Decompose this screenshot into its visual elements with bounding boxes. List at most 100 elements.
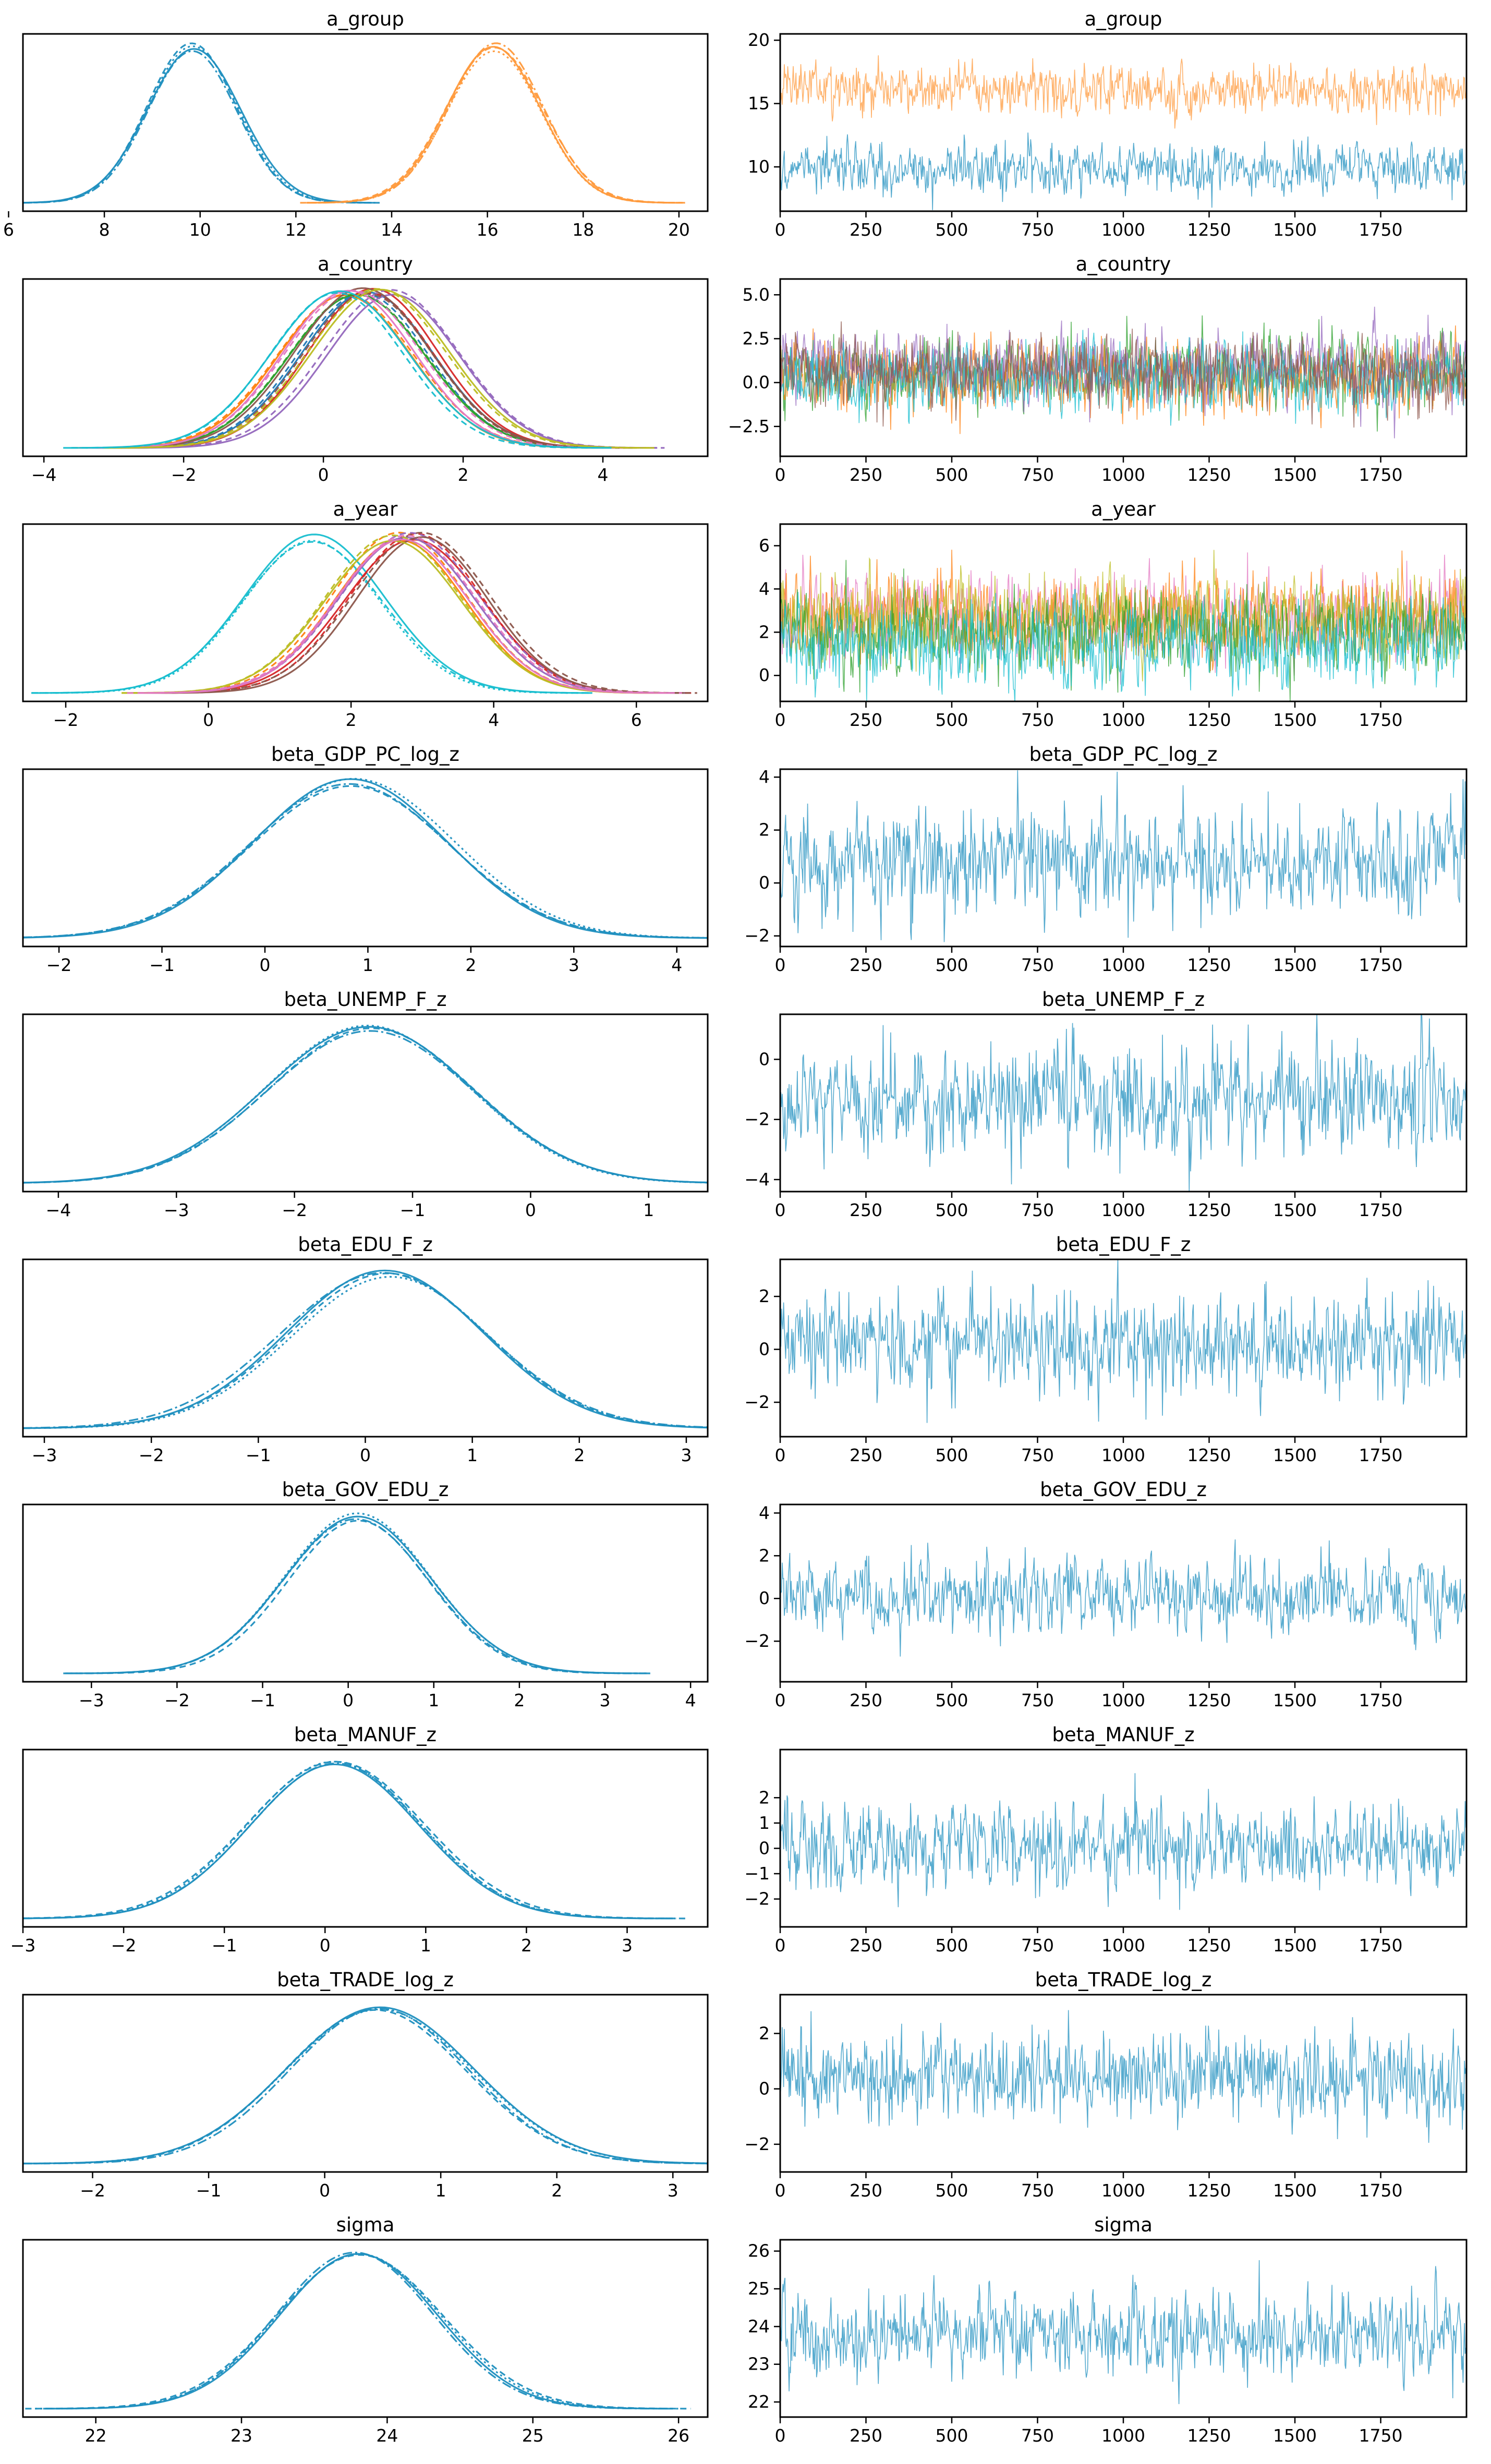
x-tick-label: 1000 xyxy=(1101,2425,1145,2446)
x-tick-label: 1250 xyxy=(1187,2180,1231,2201)
x-tick-label: −1 xyxy=(400,1200,426,1220)
y-tick-label: 10 xyxy=(748,156,770,177)
x-tick-label: 3 xyxy=(622,1935,633,1956)
x-tick-label: 1 xyxy=(467,1445,478,1465)
density-panel: −4 −3 −2 −1 0 1 xyxy=(22,1013,709,1220)
row-sigma: sigma sigma 22 23 24 25 26 0 250 500 750 1000 1250 15… xyxy=(22,2214,1468,2446)
x-tick-label: 1750 xyxy=(1359,1690,1403,1710)
density-frame xyxy=(22,1749,709,1928)
x-tick-label: −2 xyxy=(282,1200,307,1220)
x-tick-label: 1000 xyxy=(1101,1690,1145,1710)
y-tick-label: 24 xyxy=(748,2316,770,2336)
density-curve xyxy=(122,289,665,449)
density-panel: −3 −2 −1 0 1 2 3 xyxy=(22,1258,709,1465)
x-tick-label: 500 xyxy=(936,710,968,730)
density-title: a_year xyxy=(333,498,398,520)
x-tick-label: 1750 xyxy=(1359,2425,1403,2446)
y-tick-label: −2 xyxy=(744,1631,770,1651)
density-title: beta_GOV_EDU_z xyxy=(282,1478,449,1501)
y-tick-label: −2 xyxy=(744,926,770,946)
x-tick-label: 2 xyxy=(514,1690,525,1710)
x-tick-label: 24 xyxy=(376,2425,398,2446)
x-tick-label: 0 xyxy=(775,465,786,485)
x-tick-label: 0 xyxy=(775,2180,786,2201)
y-tick-label: 2 xyxy=(759,1787,770,1807)
trace-panel: 0 250 500 750 1000 1250 1500 1750 −2 0 2 xyxy=(744,1258,1468,1465)
trace-title: a_country xyxy=(1076,253,1171,275)
trace-panel: 0 250 500 750 1000 1250 1500 1750 −4 −2 0 xyxy=(744,1013,1468,1220)
x-tick-label: 10 xyxy=(189,220,211,240)
density-title: beta_UNEMP_F_z xyxy=(284,988,446,1011)
row-a_country: a_country a_country −4 −2 0 2 4 0 250 500 750 1000 1… xyxy=(22,253,1468,485)
x-tick-label: 1000 xyxy=(1101,465,1145,485)
y-tick-label: 6 xyxy=(759,535,770,555)
x-tick-label: 22 xyxy=(85,2425,107,2446)
density-panel: −3 −2 −1 0 1 2 3 xyxy=(10,1749,709,1956)
density-panel: −4 −2 0 2 4 xyxy=(22,278,709,485)
x-tick-label: 1000 xyxy=(1101,220,1145,240)
trace-series xyxy=(780,1259,1466,1423)
trace-panel: 0 250 500 750 1000 1250 1500 1750 −2 −1 0 1 2 xyxy=(744,1749,1468,1956)
x-tick-label: 250 xyxy=(850,2180,882,2201)
x-tick-label: 750 xyxy=(1021,955,1054,975)
x-tick-label: 0 xyxy=(775,710,786,730)
x-tick-label: 0 xyxy=(319,2180,330,2201)
density-frame xyxy=(22,523,709,702)
x-tick-label: 0 xyxy=(343,1690,354,1710)
x-tick-label: 500 xyxy=(936,2180,968,2201)
density-title: sigma xyxy=(336,2214,395,2236)
x-tick-label: 1250 xyxy=(1187,1200,1231,1220)
x-tick-label: −1 xyxy=(212,1935,237,1956)
x-tick-label: 2 xyxy=(521,1935,532,1956)
x-tick-label: 1750 xyxy=(1359,1200,1403,1220)
x-tick-label: 1500 xyxy=(1273,710,1317,730)
y-tick-label: 0.0 xyxy=(743,372,770,393)
density-panel: 22 23 24 25 26 xyxy=(22,2239,709,2446)
density-title: a_group xyxy=(326,8,404,30)
y-tick-label: −2 xyxy=(744,1109,770,1130)
x-tick-label: 1250 xyxy=(1187,1935,1231,1956)
x-tick-label: 2 xyxy=(574,1445,585,1465)
x-tick-label: 20 xyxy=(668,220,690,240)
density-curve xyxy=(23,48,380,204)
y-tick-label: 15 xyxy=(748,93,770,114)
density-curve xyxy=(22,1272,708,1429)
x-tick-label: 1 xyxy=(435,2180,446,2201)
y-tick-label: 2 xyxy=(759,622,770,642)
y-tick-label: 0 xyxy=(759,665,770,685)
x-tick-label: 16 xyxy=(477,220,499,240)
x-tick-label: 500 xyxy=(936,1445,968,1465)
x-tick-label: 1250 xyxy=(1187,2425,1231,2446)
y-tick-label: 1 xyxy=(759,1813,770,1833)
y-tick-label: 0 xyxy=(759,1588,770,1608)
x-tick-label: 750 xyxy=(1021,1690,1054,1710)
x-tick-label: 1000 xyxy=(1101,710,1145,730)
y-tick-label: 4 xyxy=(759,767,770,787)
y-tick-label: 0 xyxy=(759,2079,770,2099)
y-tick-label: 0 xyxy=(759,1838,770,1858)
density-curve xyxy=(104,288,654,449)
density-curve xyxy=(306,46,683,204)
density-curve xyxy=(76,1520,638,1674)
x-tick-label: 1750 xyxy=(1359,2180,1403,2201)
row-beta_EDU_F_z: beta_EDU_F_z beta_EDU_F_z −3 −2 −1 0 1 2 3 0 250 50… xyxy=(22,1233,1468,1465)
x-tick-label: 2 xyxy=(465,955,476,975)
x-tick-label: 750 xyxy=(1021,1200,1054,1220)
x-tick-label: 1 xyxy=(362,955,373,975)
x-tick-label: 0 xyxy=(775,955,786,975)
x-tick-label: 1500 xyxy=(1273,955,1317,975)
density-frame xyxy=(22,1503,709,1683)
density-curve xyxy=(151,532,680,694)
x-tick-label: 1500 xyxy=(1273,1935,1317,1956)
trace-title: beta_GOV_EDU_z xyxy=(1040,1478,1207,1501)
y-tick-label: 0 xyxy=(759,1339,770,1360)
density-panel: −3 −2 −1 0 1 2 3 4 xyxy=(22,1503,709,1710)
x-tick-label: 0 xyxy=(203,710,214,730)
x-tick-label: 250 xyxy=(850,1200,882,1220)
x-tick-label: 500 xyxy=(936,955,968,975)
x-tick-label: 0 xyxy=(525,1200,536,1220)
density-frame xyxy=(22,2239,709,2418)
y-tick-label: 22 xyxy=(748,2392,770,2412)
x-tick-label: 1000 xyxy=(1101,1200,1145,1220)
